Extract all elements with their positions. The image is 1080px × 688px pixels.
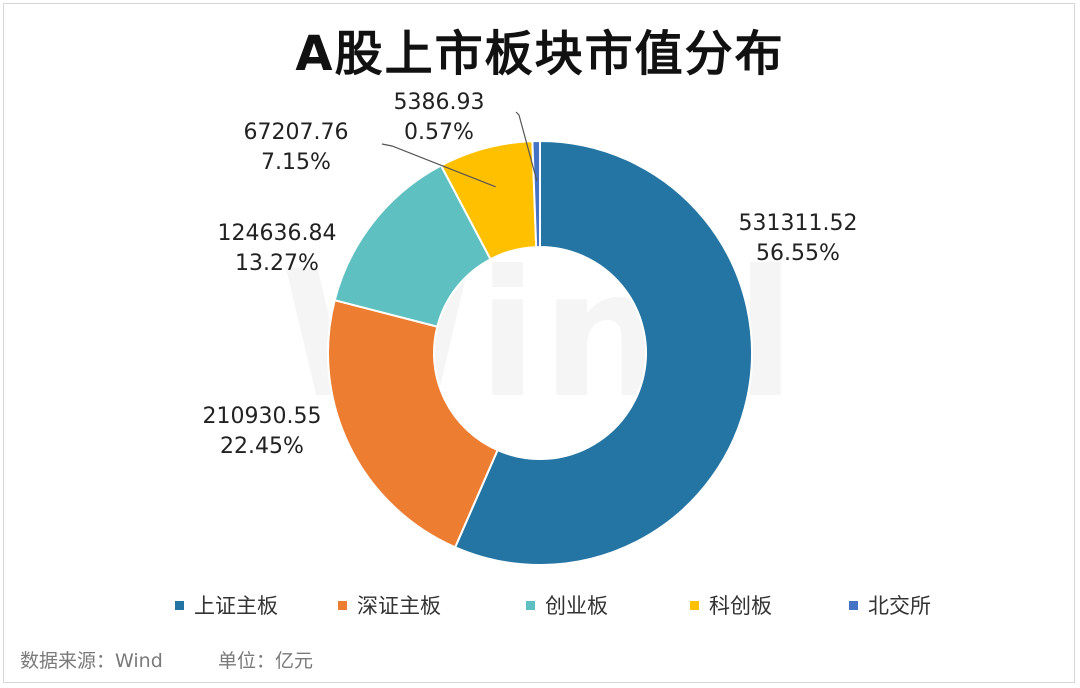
chart-frame xyxy=(3,3,1075,683)
value-label-bse: 5386.93 xyxy=(394,90,485,115)
leader-line-bse xyxy=(515,111,538,182)
value-label-shanghai-main: 531311.52 xyxy=(739,211,858,236)
legend-swatch xyxy=(690,600,699,610)
percent-label-shanghai-main: 56.55% xyxy=(756,241,840,266)
legend-item-star-market: 科创板 xyxy=(690,590,772,620)
slice-bse xyxy=(531,139,541,249)
percent-label-shenzhen-main: 22.45% xyxy=(220,434,304,459)
legend-swatch xyxy=(175,600,184,610)
value-label-shenzhen-main: 210930.55 xyxy=(203,404,322,429)
legend-item-shenzhen-main: 深证主板 xyxy=(338,590,441,620)
legend-label: 上证主板 xyxy=(194,594,278,618)
chart-legend: 上证主板 深证主板 创业板 科创板 北交所 xyxy=(0,590,1080,620)
legend-item-shanghai-main: 上证主板 xyxy=(175,590,278,620)
unit-note: 单位：亿元 xyxy=(218,650,314,672)
legend-label: 科创板 xyxy=(709,594,772,618)
value-label-chinext: 124636.84 xyxy=(218,221,337,246)
chart-title: A股上市板块市值分布 xyxy=(295,26,785,82)
legend-swatch xyxy=(526,600,535,610)
percent-label-star-market: 7.15% xyxy=(261,150,331,175)
source-note: 数据来源：Wind xyxy=(20,650,163,672)
leader-lines xyxy=(381,111,538,188)
legend-item-chinext: 创业板 xyxy=(526,590,608,620)
leader-line-star-market xyxy=(381,143,496,188)
legend-label: 北交所 xyxy=(868,594,931,618)
donut-slices xyxy=(327,139,753,566)
slice-shanghai-main xyxy=(453,139,753,566)
legend-item-bse: 北交所 xyxy=(849,590,931,620)
data-labels: 531311.52 56.55% 210930.55 22.45% 124636.84 1… xyxy=(203,90,858,459)
legend-label: 创业板 xyxy=(545,594,608,618)
legend-swatch xyxy=(338,600,347,610)
percent-label-chinext: 13.27% xyxy=(235,251,319,276)
legend-swatch xyxy=(849,600,858,610)
percent-label-bse: 0.57% xyxy=(404,120,474,145)
slice-shenzhen-main xyxy=(327,298,499,549)
value-label-star-market: 67207.76 xyxy=(244,120,349,145)
legend-label: 深证主板 xyxy=(357,594,441,618)
